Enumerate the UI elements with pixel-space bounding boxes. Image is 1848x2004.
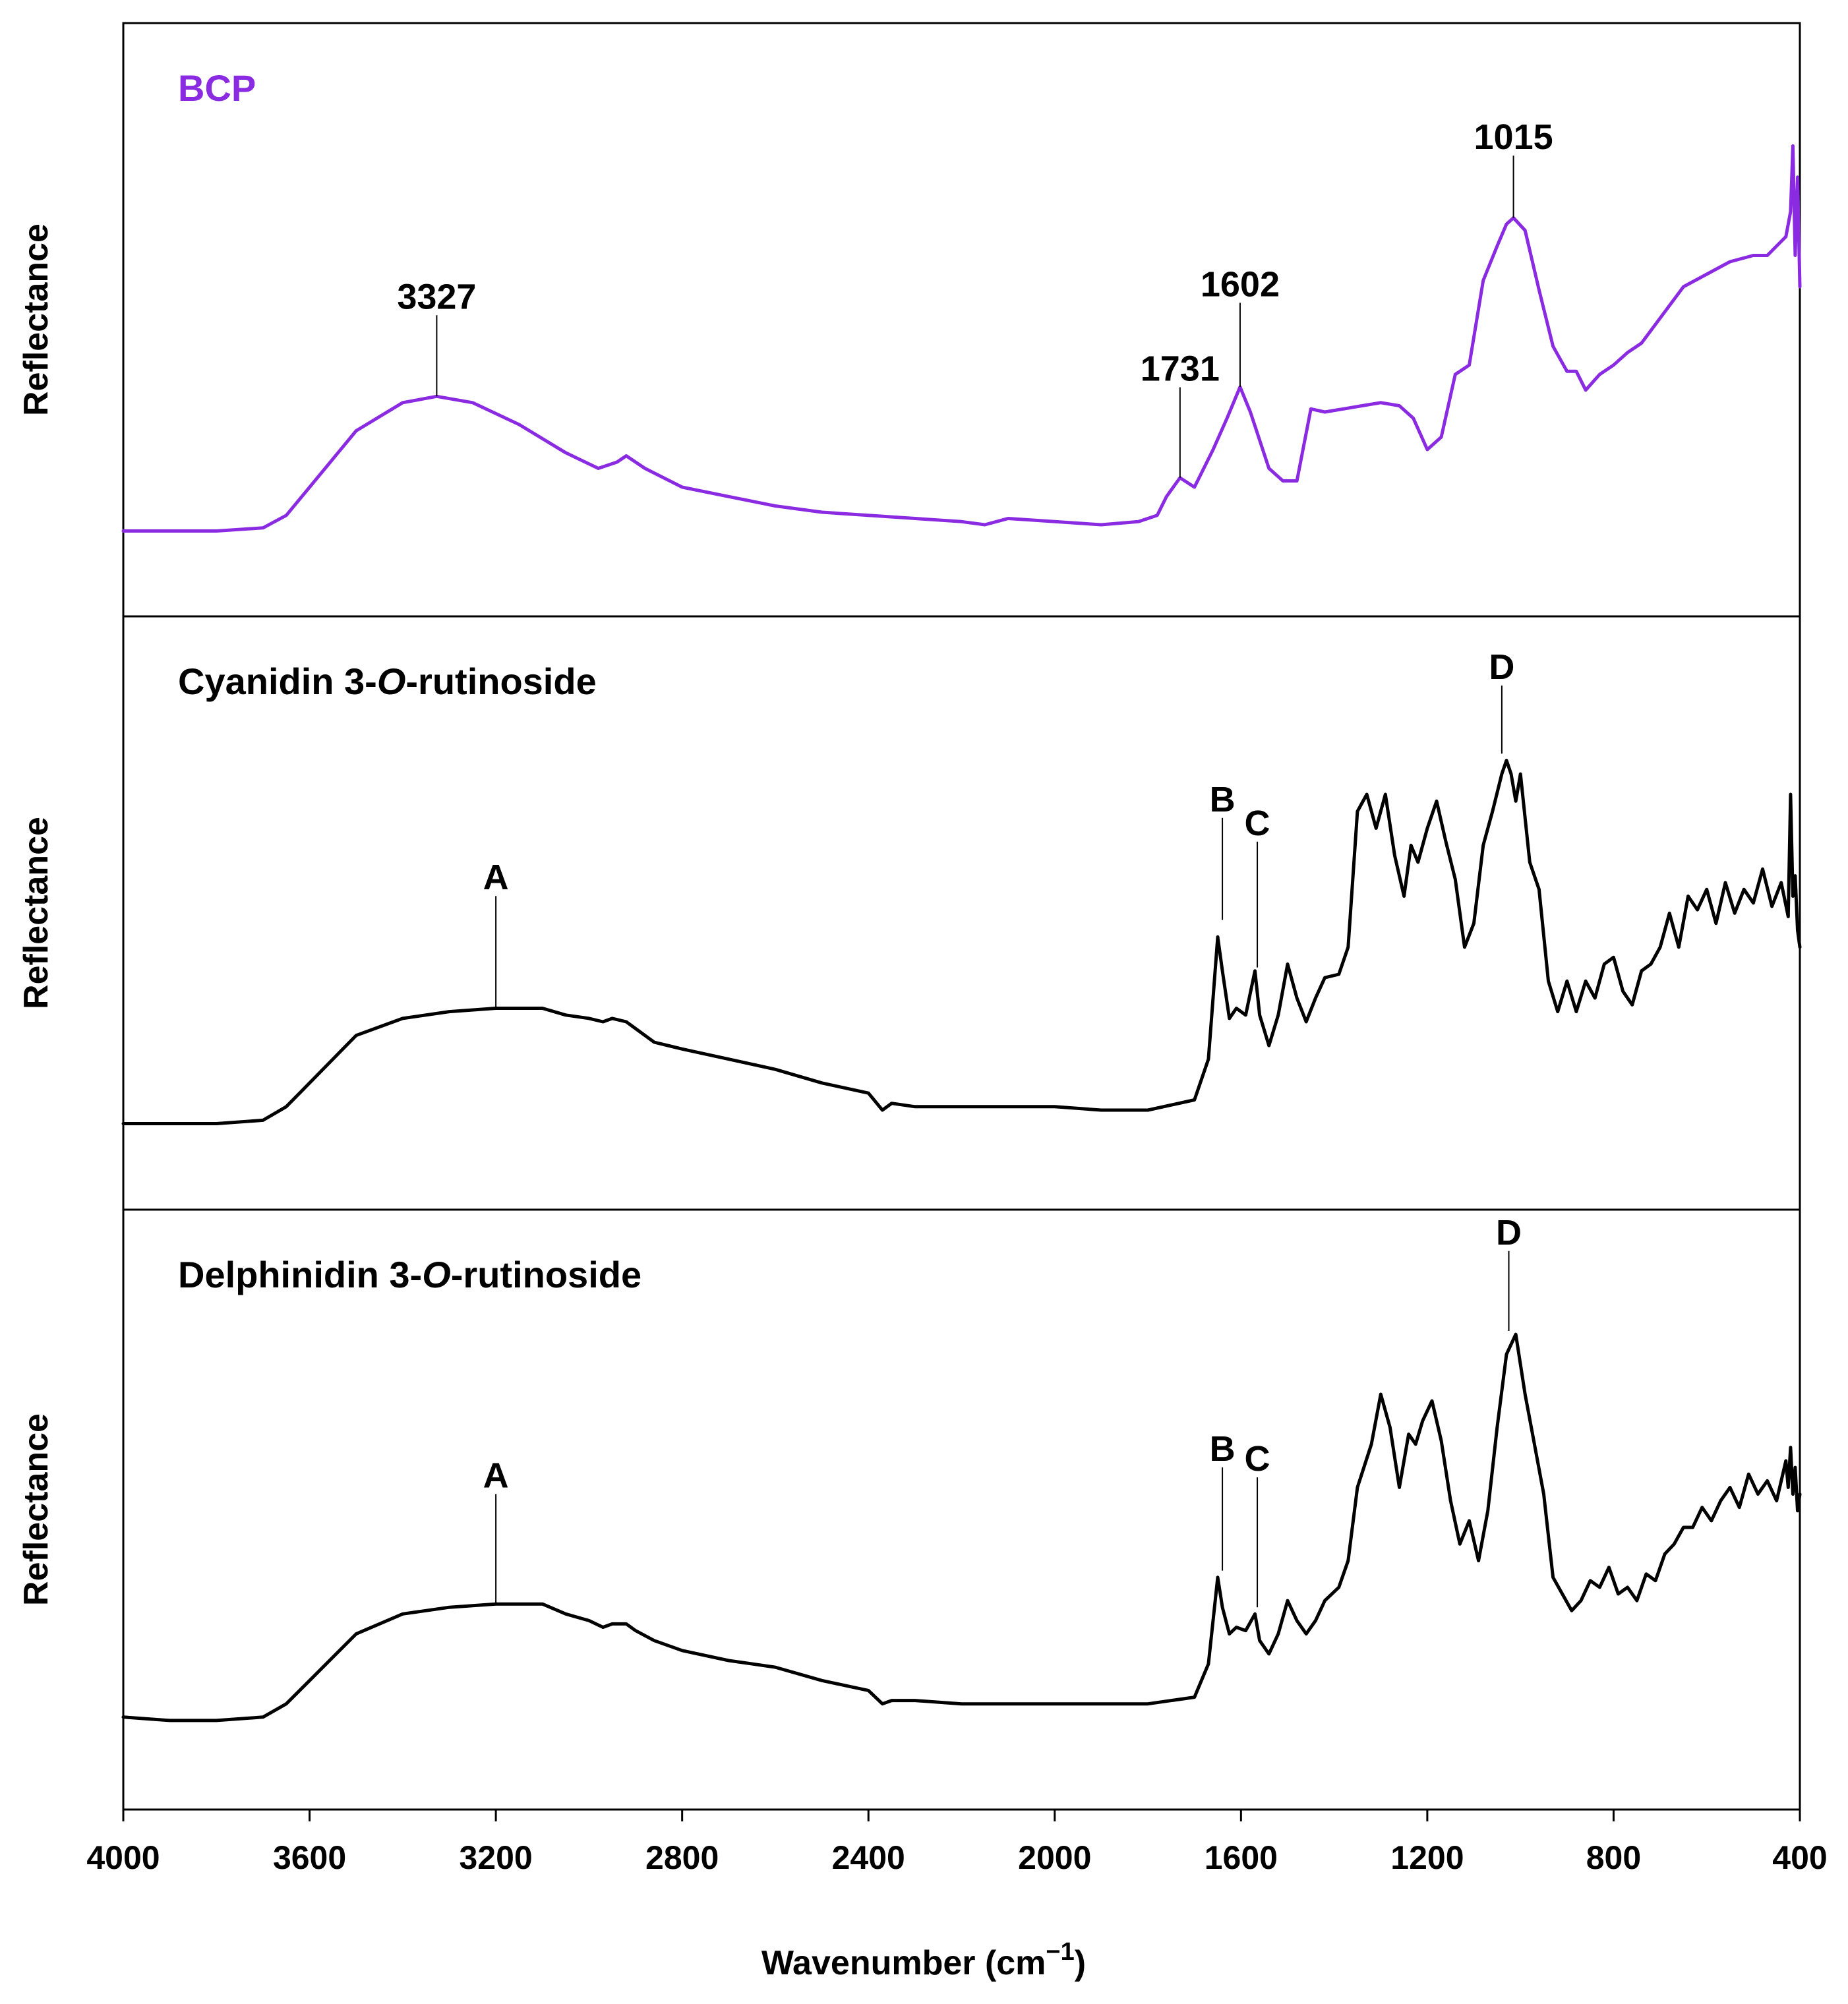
- panel-frame: [122, 22, 1801, 618]
- peak-label: 1015: [1474, 117, 1553, 157]
- peak-label: D: [1496, 1213, 1522, 1252]
- peak-label: 1731: [1141, 349, 1220, 389]
- panel-title: BCP: [178, 67, 256, 109]
- peak-label: B: [1210, 1429, 1236, 1469]
- panel-1: BCP Reflectance 3327 1731 1602 1015: [17, 22, 1802, 618]
- y-axis-title: Reflectance: [17, 1413, 55, 1606]
- y-axis-title: Reflectance: [17, 817, 55, 1009]
- panel-frame: [122, 1208, 1801, 1811]
- x-axis-title: Wavenumber (cm−1): [761, 1938, 1086, 1982]
- x-tick-label: 2000: [1018, 1839, 1091, 1876]
- peak-label: C: [1245, 1439, 1270, 1479]
- x-tick-label: 2800: [645, 1839, 719, 1876]
- x-tick-label: 3600: [273, 1839, 346, 1876]
- x-tick-label: 1600: [1205, 1839, 1278, 1876]
- panel-title: Cyanidin 3-O-rutinoside: [178, 661, 597, 702]
- peak-label: A: [483, 1456, 509, 1495]
- x-tick-label: 4000: [86, 1839, 160, 1876]
- x-tick-label: 3200: [459, 1839, 532, 1876]
- panel-2: Cyanidin 3-O-rutinoside Reflectance A BC D: [17, 615, 1802, 1211]
- peak-label: 3327: [397, 277, 476, 316]
- x-tick-label: 800: [1586, 1839, 1641, 1876]
- panels-layer: BCP Reflectance 3327 1731 1602 1015 Cyanidin 3…: [17, 22, 1802, 1811]
- y-axis-title: Reflectance: [17, 223, 55, 416]
- spectrum-line: [121, 1332, 1802, 1723]
- spectrum-line: [121, 759, 1802, 1125]
- peak-label: B: [1210, 780, 1236, 819]
- peak-label: 1602: [1201, 264, 1280, 304]
- peak-label: A: [483, 858, 509, 897]
- peak-label: C: [1245, 804, 1270, 843]
- x-axis: 4000 3600 3200 2800 2400 2000 1600 1200 800 400: [86, 1810, 1828, 1876]
- x-tick-label: 1200: [1390, 1839, 1464, 1876]
- x-tick-label: 400: [1772, 1839, 1827, 1876]
- panel-frame: [122, 615, 1801, 1211]
- panel-3: Delphinidin 3-O-rutinoside Reflectance A B C…: [17, 1208, 1802, 1811]
- x-tick-label: 2400: [832, 1839, 905, 1876]
- panel-title: Delphinidin 3-O-rutinoside: [178, 1254, 641, 1295]
- spectrum-line: [121, 144, 1802, 533]
- peak-label: D: [1489, 647, 1514, 687]
